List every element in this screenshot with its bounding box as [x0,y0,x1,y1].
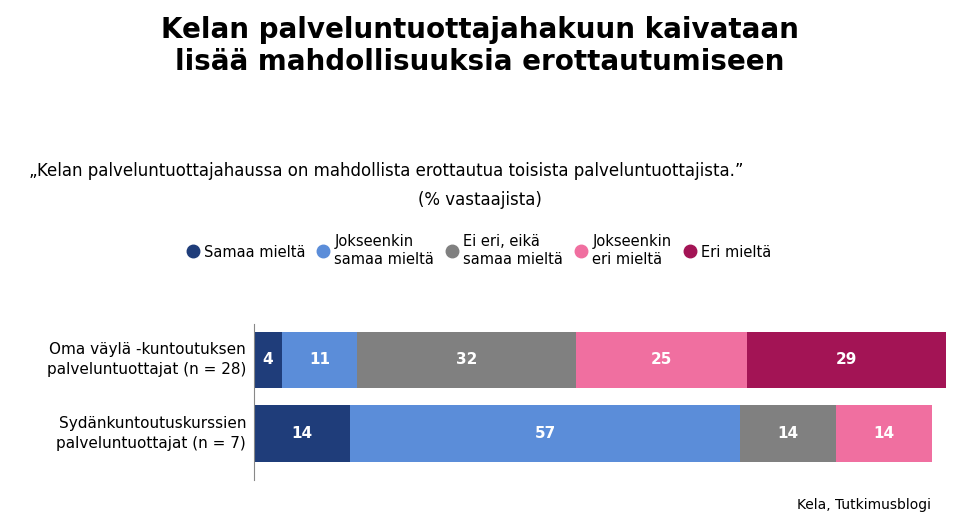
Bar [254,331,282,388]
Bar [254,405,350,461]
Text: „Kelan palveluntuottajahaussa on mahdollista erottautua toisista palveluntuottaj: „Kelan palveluntuottajahaussa on mahdoll… [29,162,743,180]
Bar [350,405,740,461]
Text: Kelan palveluntuottajahakuun kaivataan
lisää mahdollisuuksia erottautumiseen: Kelan palveluntuottajahakuun kaivataan l… [161,16,799,76]
Text: 4: 4 [263,352,274,367]
Text: Kela, Tutkimusblogi: Kela, Tutkimusblogi [797,497,931,512]
Bar [836,405,932,461]
Text: 32: 32 [456,352,477,367]
Text: (% vastaajista): (% vastaajista) [418,191,542,208]
Bar [740,405,836,461]
Legend: Samaa mieltä, Jokseenkin
samaa mieltä, Ei eri, eikä
samaa mieltä, Jokseenkin
eri: Samaa mieltä, Jokseenkin samaa mieltä, E… [189,234,771,267]
Bar [282,331,357,388]
Text: 14: 14 [778,426,799,441]
Text: 29: 29 [836,352,857,367]
Bar [357,331,576,388]
Text: 11: 11 [309,352,330,367]
Text: 57: 57 [535,426,556,441]
Bar [747,331,946,388]
Text: 14: 14 [292,426,313,441]
Bar [576,331,747,388]
Text: 25: 25 [651,352,672,367]
Text: 14: 14 [874,426,895,441]
